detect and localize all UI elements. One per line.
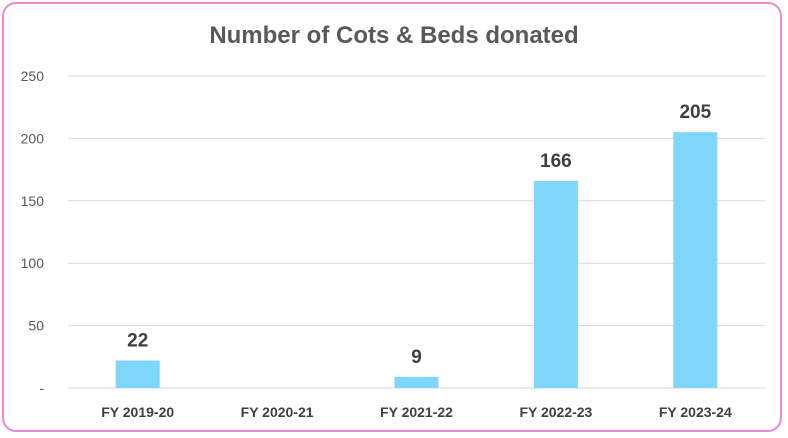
bar [673,132,718,388]
data-label: 22 [127,331,148,352]
x-axis-ticks: FY 2019-20 FY 2020-21 FY 2021-22 FY 2022-23… [101,404,732,420]
x-tick-label: FY 2022-23 [519,404,592,420]
y-tick-label: 150 [21,193,45,209]
data-label: 166 [540,151,572,172]
y-axis-ticks: - 50 100 150 200 250 [21,68,45,396]
data-labels: 22 9 166 205 [127,102,711,368]
bars [115,132,718,388]
bar [394,376,439,388]
y-tick-label: 100 [21,255,45,271]
gridlines [68,75,765,389]
x-tick-label: FY 2019-20 [101,404,174,420]
y-tick-label: - [39,380,44,396]
data-label: 205 [679,102,711,123]
x-tick-label: FY 2020-21 [241,404,314,420]
data-label: 9 [411,347,422,368]
chart-frame [2,2,782,432]
x-tick-label: FY 2023-24 [659,404,732,420]
x-tick-label: FY 2021-22 [380,404,453,420]
y-tick-label: 50 [28,318,44,334]
bar [115,360,160,388]
y-tick-label: 200 [21,130,45,146]
chart-title: Number of Cots & Beds donated [209,22,578,49]
y-tick-label: 250 [21,68,45,84]
bar [533,180,578,388]
